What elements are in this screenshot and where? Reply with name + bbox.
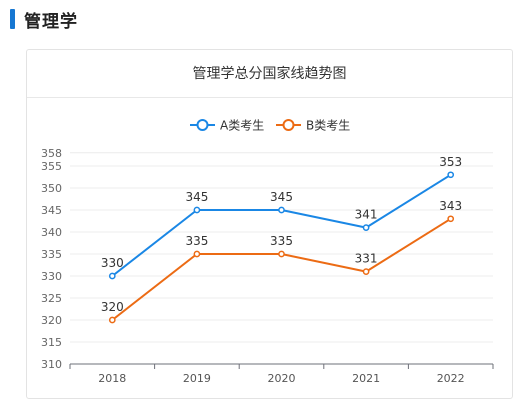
- y-tick-label: 350: [41, 182, 62, 195]
- data-label: 341: [355, 208, 378, 222]
- chart-title: 管理学总分国家线趋势图: [27, 50, 512, 98]
- legend-label: B类考生: [306, 119, 350, 133]
- data-point[interactable]: [108, 272, 116, 280]
- x-tick-label: 2019: [183, 372, 211, 385]
- data-label: 320: [101, 300, 124, 314]
- section-title: 管理学: [24, 11, 78, 32]
- data-point[interactable]: [362, 224, 370, 231]
- data-label: 330: [101, 256, 124, 270]
- legend-item-2[interactable]: B类考生: [276, 119, 350, 133]
- data-label: 345: [270, 190, 293, 204]
- data-point[interactable]: [193, 250, 201, 258]
- x-tick-label: 2020: [268, 372, 296, 385]
- y-tick-label: 355: [41, 160, 62, 173]
- data-point[interactable]: [278, 250, 285, 258]
- y-tick-label: 345: [41, 204, 62, 217]
- data-point[interactable]: [447, 171, 455, 179]
- data-label: 335: [185, 234, 208, 248]
- y-tick-label: 325: [41, 292, 62, 305]
- y-tick-label: 335: [41, 248, 62, 261]
- legend-label: A类考生: [220, 119, 264, 133]
- legend-marker: [196, 119, 209, 131]
- y-tick-label: 320: [41, 314, 62, 327]
- data-point[interactable]: [362, 268, 370, 275]
- x-tick-label: 2022: [437, 372, 465, 385]
- data-label: 345: [185, 190, 208, 204]
- chart-card: 管理学总分国家线趋势图: [26, 49, 513, 399]
- legend-item-1[interactable]: A类考生: [190, 119, 264, 133]
- data-label: 335: [270, 234, 293, 248]
- data-point[interactable]: [278, 206, 285, 214]
- y-tick-label: 310: [41, 358, 62, 371]
- y-tick-label: 330: [41, 270, 62, 283]
- y-tick-label: 340: [41, 226, 62, 239]
- data-point[interactable]: [447, 215, 455, 223]
- x-tick-label: 2021: [352, 372, 380, 385]
- y-tick-label: 315: [41, 336, 62, 349]
- x-tick-label: 2018: [98, 372, 126, 385]
- legend-marker: [282, 119, 295, 131]
- section-accent-bar: [10, 9, 15, 29]
- data-label: 343: [439, 199, 462, 213]
- data-label: 353: [439, 155, 462, 169]
- section-header: 管理学: [10, 8, 78, 32]
- data-point[interactable]: [108, 316, 116, 324]
- data-label: 331: [355, 252, 378, 266]
- data-point[interactable]: [193, 206, 201, 214]
- y-tick-label: 358: [41, 147, 62, 160]
